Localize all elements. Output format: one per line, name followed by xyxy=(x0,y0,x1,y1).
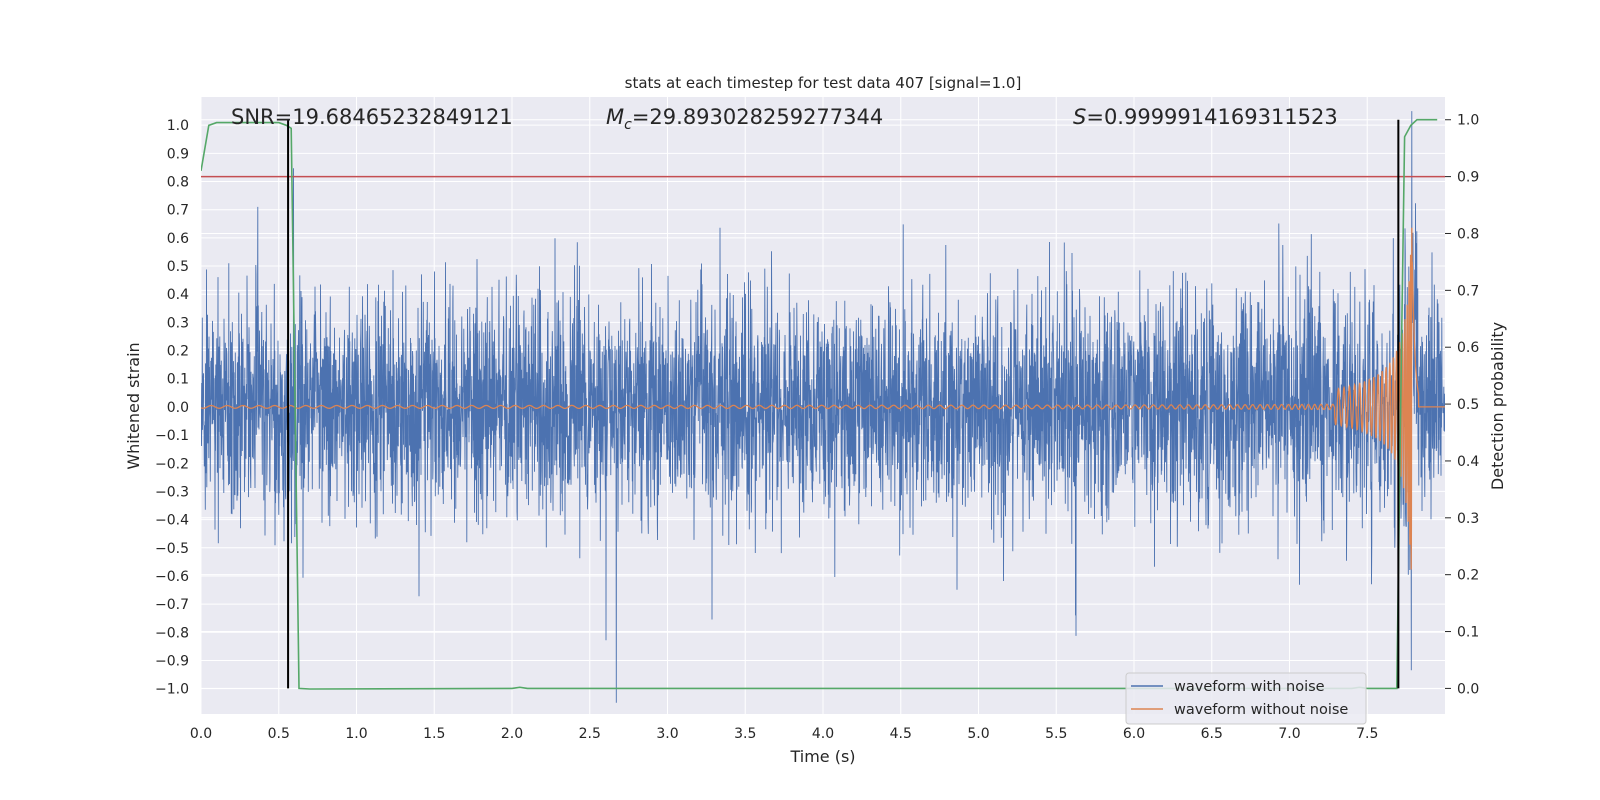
y-right-tick-label: 0.5 xyxy=(1457,397,1479,413)
y-right-tick-label: 0.7 xyxy=(1457,283,1479,299)
x-tick-label: 5.5 xyxy=(1045,726,1067,742)
legend-box xyxy=(1125,672,1367,725)
y-tick-label: 0.4 xyxy=(167,287,189,303)
detection-statistic-annotation: S=0.9999914169311523 xyxy=(1073,105,1338,129)
plot-marks xyxy=(201,111,1445,703)
x-tick-label: 4.0 xyxy=(812,726,834,742)
x-tick-label: 6.5 xyxy=(1201,726,1223,742)
y-right-tick-label: 0.8 xyxy=(1457,226,1479,242)
y-tick-label: 0.2 xyxy=(167,344,189,360)
series-waveform-without-noise xyxy=(201,227,1445,570)
y-right-tick-label: 0.1 xyxy=(1457,625,1479,641)
y-right-tick-label: 0.3 xyxy=(1457,511,1479,527)
chart-title: stats at each timestep for test data 407… xyxy=(625,74,1022,92)
y-tick-label: −0.9 xyxy=(155,653,189,669)
mc-subscript: c xyxy=(624,117,632,133)
x-tick-label: 7.0 xyxy=(1278,726,1300,742)
x-tick-label: 0.0 xyxy=(190,726,212,742)
snr-annotation: SNR=19.68465232849121 xyxy=(231,105,513,129)
y-right-tick-label: 0.4 xyxy=(1457,454,1479,470)
x-tick-label: 3.5 xyxy=(734,726,756,742)
series-waveform-with-noise xyxy=(201,111,1445,703)
x-tick-label: 3.0 xyxy=(656,726,678,742)
y-tick-label: −0.2 xyxy=(155,456,189,472)
y-tick-label: −0.5 xyxy=(155,541,189,557)
y-tick-label: 0.1 xyxy=(167,372,189,388)
x-tick-label: 4.5 xyxy=(890,726,912,742)
x-tick-label: 1.5 xyxy=(423,726,445,742)
y-tick-label: 1.0 xyxy=(167,118,189,134)
tick-labels: 0.0 0.5 1.0 1.5 2.0 2.5 3.0 3.5 4.0 4.5 5.0 5.5 6.0 6… xyxy=(155,113,1479,742)
x-tick-label: 1.0 xyxy=(345,726,367,742)
y-right-tick-label: 0.6 xyxy=(1457,340,1479,356)
y-tick-label: −0.6 xyxy=(155,569,189,585)
x-tick-label: 2.5 xyxy=(579,726,601,742)
y-tick-label: 0.3 xyxy=(167,315,189,331)
mc-value: =29.893028259277344 xyxy=(632,105,883,129)
y-tick-label: −1.0 xyxy=(155,682,189,698)
chirp-mass-annotation: Mc=29.893028259277344 xyxy=(606,105,883,133)
x-tick-label: 6.0 xyxy=(1123,726,1145,742)
x-tick-label: 7.5 xyxy=(1356,726,1378,742)
y-tick-label: 0.5 xyxy=(167,259,189,275)
legend-label-clean: waveform without noise xyxy=(1174,702,1348,718)
y-tick-label: −0.1 xyxy=(155,428,189,444)
y-tick-label: 0.6 xyxy=(167,231,189,247)
legend-label-noise: waveform with noise xyxy=(1174,679,1325,695)
y-tick-label: −0.8 xyxy=(155,625,189,641)
y-right-tick-label: 0.0 xyxy=(1457,681,1479,697)
y-tick-label: −0.3 xyxy=(155,484,189,500)
y-tick-label: −0.4 xyxy=(155,513,189,529)
y-tick-label: 0.9 xyxy=(167,146,189,162)
y-right-axis-label: Detection probability xyxy=(1488,322,1507,490)
y-tick-label: 0.8 xyxy=(167,175,189,191)
series-detection-probability xyxy=(201,118,1438,690)
x-tick-label: 5.0 xyxy=(967,726,989,742)
legend: waveform with noise waveform without noi… xyxy=(1125,672,1367,725)
y-tick-label: −0.7 xyxy=(155,597,189,613)
s-value: =0.9999914169311523 xyxy=(1086,105,1337,129)
mc-symbol: M xyxy=(606,105,624,129)
y-axis-label: Whitened strain xyxy=(124,342,143,469)
x-axis-label: Time (s) xyxy=(789,747,855,766)
x-tick-label: 0.5 xyxy=(268,726,290,742)
y-tick-label: 0.0 xyxy=(167,400,189,416)
y-right-tick-label: 1.0 xyxy=(1457,113,1479,129)
s-symbol: S xyxy=(1073,105,1086,129)
y-tick-label: 0.7 xyxy=(167,203,189,219)
y-right-tick-label: 0.9 xyxy=(1457,170,1479,186)
y-right-tick-label: 0.2 xyxy=(1457,568,1479,584)
x-tick-label: 2.0 xyxy=(501,726,523,742)
